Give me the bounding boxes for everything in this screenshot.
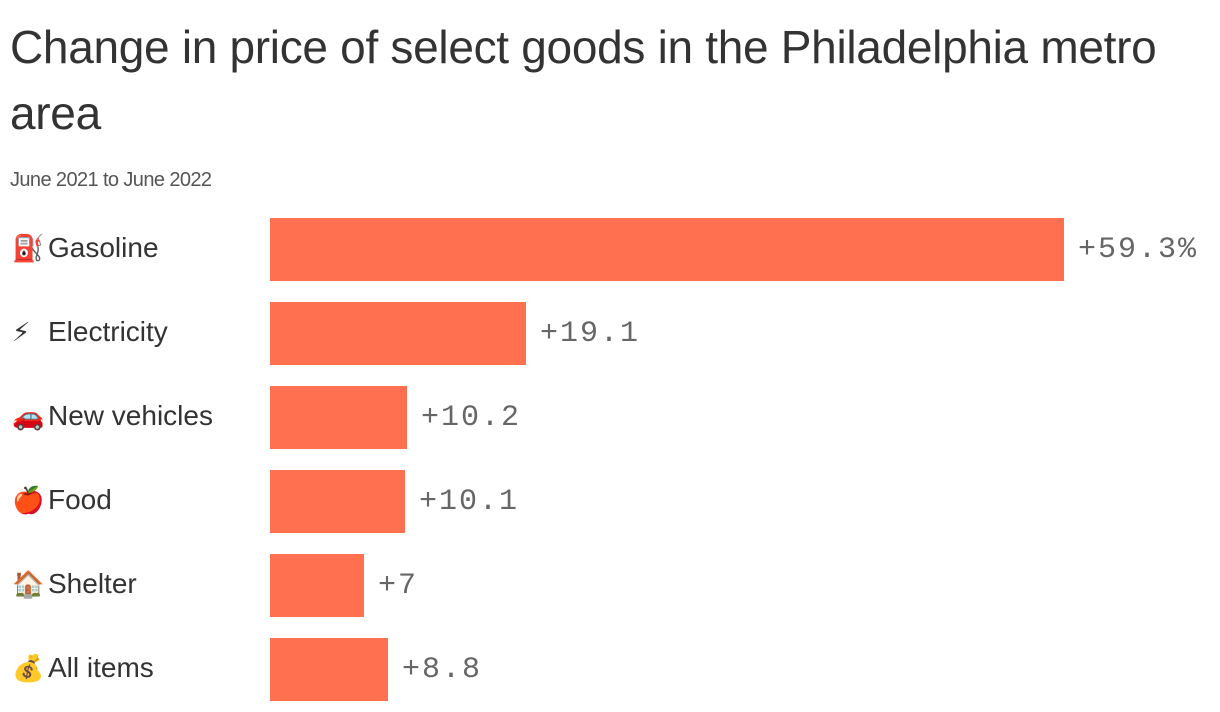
bar-row: 🍎 Food +10.1	[0, 470, 1220, 533]
bar-row: ⚡ Electricity +19.1	[0, 302, 1220, 365]
bar	[270, 554, 364, 617]
value-label: +59.3%	[1078, 233, 1199, 267]
fuel-pump-icon: ⛽	[12, 234, 45, 264]
category-label: 💰 All items	[12, 638, 154, 701]
category-text: Electricity	[48, 316, 168, 347]
category-text: Gasoline	[48, 232, 159, 263]
category-text: All items	[48, 652, 154, 683]
bar	[270, 218, 1064, 281]
chart-subtitle: June 2021 to June 2022	[10, 169, 212, 191]
value-label: +10.1	[419, 485, 520, 519]
value-label: +19.1	[540, 317, 641, 351]
bar	[270, 638, 388, 701]
bar	[270, 386, 407, 449]
car-icon: 🚗	[12, 402, 45, 432]
bar	[270, 302, 526, 365]
category-label: ⛽ Gasoline	[12, 218, 159, 281]
house-icon: 🏠	[12, 570, 45, 600]
category-label: 🚗 New vehicles	[12, 386, 213, 449]
category-label: 🏠 Shelter	[12, 554, 137, 617]
category-text: Shelter	[48, 568, 137, 599]
category-label: ⚡ Electricity	[12, 302, 168, 365]
value-label: +7	[378, 569, 419, 603]
bar-row: ⛽ Gasoline +59.3%	[0, 218, 1220, 281]
category-text: New vehicles	[48, 400, 213, 431]
bar-row: 💰 All items +8.8	[0, 638, 1220, 701]
bar	[270, 470, 405, 533]
money-bag-icon: 💰	[12, 654, 45, 684]
lightning-icon: ⚡	[12, 318, 31, 348]
value-label: +10.2	[421, 401, 522, 435]
apple-icon: 🍎	[12, 486, 45, 516]
chart-title: Change in price of select goods in the P…	[10, 21, 1157, 139]
bar-row: 🚗 New vehicles +10.2	[0, 386, 1220, 449]
category-label: 🍎 Food	[12, 470, 112, 533]
category-text: Food	[48, 484, 112, 515]
bar-row: 🏠 Shelter +7	[0, 554, 1220, 617]
value-label: +8.8	[402, 653, 483, 687]
